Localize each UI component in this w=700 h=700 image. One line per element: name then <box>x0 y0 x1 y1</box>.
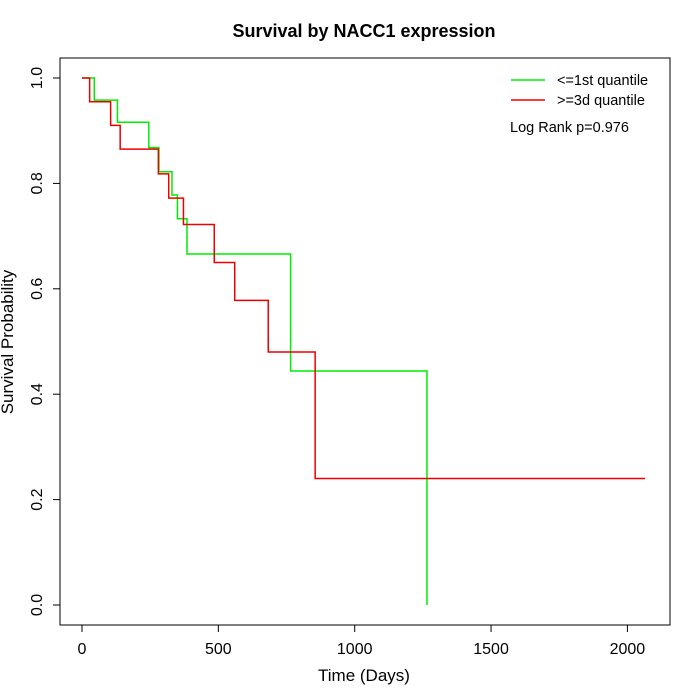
y-tick-label: 0.2 <box>29 488 46 510</box>
chart-title: Survival by NACC1 expression <box>232 21 495 41</box>
x-axis-label: Time (Days) <box>318 666 410 685</box>
y-tick-label: 0.0 <box>29 594 46 616</box>
series-1-curve <box>82 77 428 605</box>
y-tick-label: 0.6 <box>29 278 46 300</box>
legend-label: <=1st quantile <box>557 73 648 89</box>
y-tick-label: 0.8 <box>29 172 46 194</box>
x-tick-label: 500 <box>205 641 232 658</box>
plot-frame <box>59 57 671 626</box>
y-tick-label: 1.0 <box>29 67 46 89</box>
x-tick-label: 1000 <box>337 641 373 658</box>
series-2-curve <box>82 77 646 480</box>
logrank-annotation: Log Rank p=0.976 <box>510 120 629 136</box>
y-tick-label: 0.4 <box>29 383 46 405</box>
survival-curves <box>82 77 646 605</box>
legend: <=1st quantile >=3d quantile <box>511 73 648 109</box>
x-tick-label: 1500 <box>473 641 509 658</box>
y-axis: 0.0 0.2 0.4 0.6 0.8 1.0 <box>29 67 61 616</box>
legend-label: >=3d quantile <box>557 93 645 109</box>
y-axis-label: Survival Probability <box>0 269 17 414</box>
x-tick-label: 0 <box>78 641 87 658</box>
x-tick-label: 2000 <box>610 641 646 658</box>
x-axis: 0 500 1000 1500 2000 <box>78 624 646 658</box>
